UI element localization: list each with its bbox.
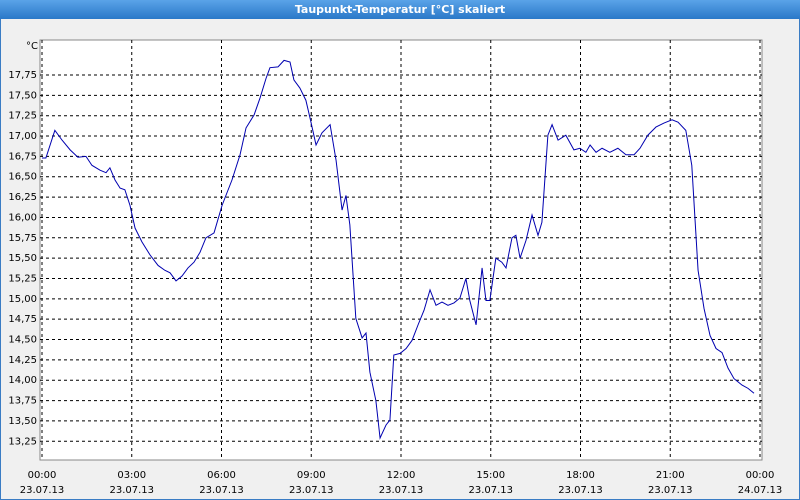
x-tick-date: 23.07.13 <box>20 485 65 496</box>
x-tick-label: 00:00 <box>746 470 775 481</box>
y-tick-label: 15,25 <box>8 273 37 284</box>
y-tick-label: 14,50 <box>8 335 37 346</box>
y-tick-label: 15,00 <box>8 294 37 305</box>
y-tick-label: 16,50 <box>8 172 37 183</box>
y-tick-label: 17,50 <box>8 90 37 101</box>
x-tick-label: 06:00 <box>207 470 236 481</box>
x-tick-date: 23.07.13 <box>379 485 424 496</box>
y-unit: °C <box>26 41 38 52</box>
x-tick-label: 18:00 <box>566 470 595 481</box>
x-tick-date: 23.07.13 <box>648 485 693 496</box>
x-tick-label: 12:00 <box>387 470 416 481</box>
y-tick-label: 16,75 <box>8 151 37 162</box>
y-tick-label: 15,75 <box>8 233 37 244</box>
chart-title: Taupunkt-Temperatur [°C] skaliert <box>295 3 505 16</box>
y-tick-label: 17,25 <box>8 111 37 122</box>
x-tick-date: 23.07.13 <box>199 485 244 496</box>
x-tick-date: 23.07.13 <box>289 485 334 496</box>
y-tick-label: 13,25 <box>8 436 37 447</box>
y-tick-label: 16,25 <box>8 192 37 203</box>
y-tick-label: 17,75 <box>8 70 37 81</box>
title-bar <box>0 0 800 19</box>
x-tick-date: 23.07.13 <box>468 485 513 496</box>
data-line <box>42 59 755 440</box>
y-tick-label: 13,75 <box>8 396 37 407</box>
y-tick-label: 17,00 <box>8 131 37 142</box>
x-tick-label: 21:00 <box>656 470 685 481</box>
y-tick-label: 14,00 <box>8 375 37 386</box>
x-tick-label: 09:00 <box>297 470 326 481</box>
y-tick-label: 15,50 <box>8 253 37 264</box>
x-tick-label: 03:00 <box>117 470 146 481</box>
x-tick-date: 23.07.13 <box>558 485 603 496</box>
y-tick-label: 13,50 <box>8 416 37 427</box>
x-tick-label: 00:00 <box>28 470 57 481</box>
y-tick-label: 14,25 <box>8 355 37 366</box>
x-tick-date: 23.07.13 <box>109 485 154 496</box>
y-tick-label: 16,00 <box>8 212 37 223</box>
y-tick-label: 14,75 <box>8 314 37 325</box>
x-tick-date: 24.07.13 <box>738 485 783 496</box>
x-tick-label: 15:00 <box>476 470 505 481</box>
